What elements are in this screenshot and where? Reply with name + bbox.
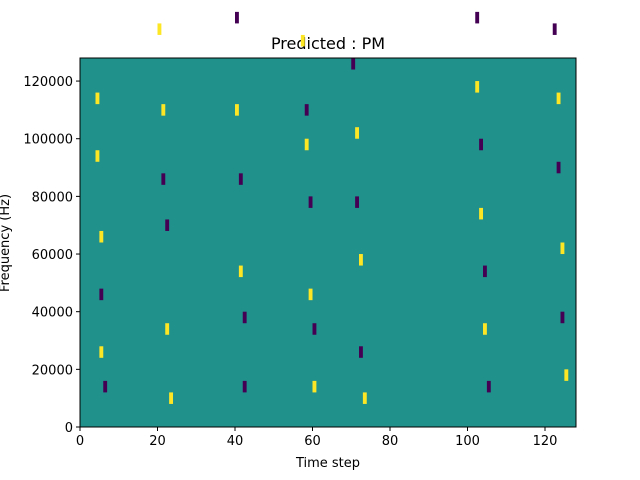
heatmap-cell (304, 104, 309, 116)
heatmap-cell (556, 92, 561, 105)
heatmap-cell (238, 173, 243, 185)
heatmap-cell (362, 392, 367, 404)
heatmap-cell (308, 196, 313, 208)
heatmap-cell (242, 380, 247, 393)
heatmap-cell (103, 380, 108, 393)
x-tick-label: 60 (304, 434, 321, 449)
heatmap-cell (300, 34, 305, 47)
heatmap-cell (95, 150, 100, 162)
heatmap-cell (242, 311, 247, 324)
heatmap-cell (359, 254, 363, 266)
heatmap-cell (475, 81, 480, 93)
heatmap-cell (95, 92, 100, 105)
heatmap-cell (308, 288, 313, 301)
heatmap-cell (479, 138, 484, 151)
heatmap-cell (483, 265, 487, 278)
heatmap-cell (235, 11, 239, 24)
y-axis: 0 20000 40000 60000 80000 100000 120000 (23, 75, 80, 436)
heatmap-cell (355, 196, 360, 208)
heatmap-cell (355, 127, 360, 139)
y-axis-label: Frequency (Hz) (0, 194, 13, 292)
heatmap-cell (560, 311, 565, 324)
heatmap-cell (564, 369, 569, 381)
heatmap-cell (235, 104, 239, 116)
heatmap-cell (99, 230, 104, 243)
heatmap-cell (556, 161, 561, 174)
heatmap-cell (312, 380, 317, 393)
heatmap-cell (359, 346, 363, 358)
x-tick-label: 0 (76, 434, 84, 449)
heatmap-cell (483, 323, 487, 335)
heatmap-cell (238, 265, 243, 278)
heatmap-cell (560, 242, 565, 255)
y-tick-label: 0 (65, 421, 73, 436)
heatmap-cell (475, 11, 480, 24)
x-tick-label: 80 (382, 434, 399, 449)
heatmap-cell (312, 323, 317, 335)
plot-frame (79, 57, 577, 428)
y-tick-label: 40000 (32, 306, 73, 321)
heatmap-cell (161, 173, 166, 185)
heatmap-cell (552, 23, 557, 35)
y-tick-label: 20000 (32, 363, 73, 378)
heatmap-cell (165, 323, 170, 335)
heatmap-cell (165, 219, 170, 231)
heatmap-cell (479, 207, 484, 220)
heatmap-cell (157, 23, 162, 35)
x-tick-label: 20 (149, 434, 166, 449)
heatmap-cell (99, 346, 104, 358)
x-tick-label: 40 (227, 434, 244, 449)
x-tick-label: 100 (455, 434, 480, 449)
y-tick-label: 120000 (23, 75, 73, 90)
x-tick-label: 120 (533, 434, 558, 449)
heatmap-cell (351, 58, 356, 70)
x-axis-label: Time step (295, 456, 360, 471)
x-axis: 0 20 40 60 80 100 120 (76, 427, 558, 449)
heatmap-cell (304, 138, 309, 151)
y-tick-label: 100000 (23, 133, 73, 148)
heatmap-cell (99, 288, 104, 301)
heatmap-cell (161, 104, 166, 116)
heatmap-cell (169, 392, 174, 404)
heatmap-cell (486, 380, 491, 393)
heatmap-background (80, 58, 576, 427)
plot-area (79, 11, 577, 428)
y-tick-label: 60000 (32, 248, 73, 263)
y-tick-label: 80000 (32, 190, 73, 205)
chart-title: Predicted : PM (271, 34, 385, 53)
